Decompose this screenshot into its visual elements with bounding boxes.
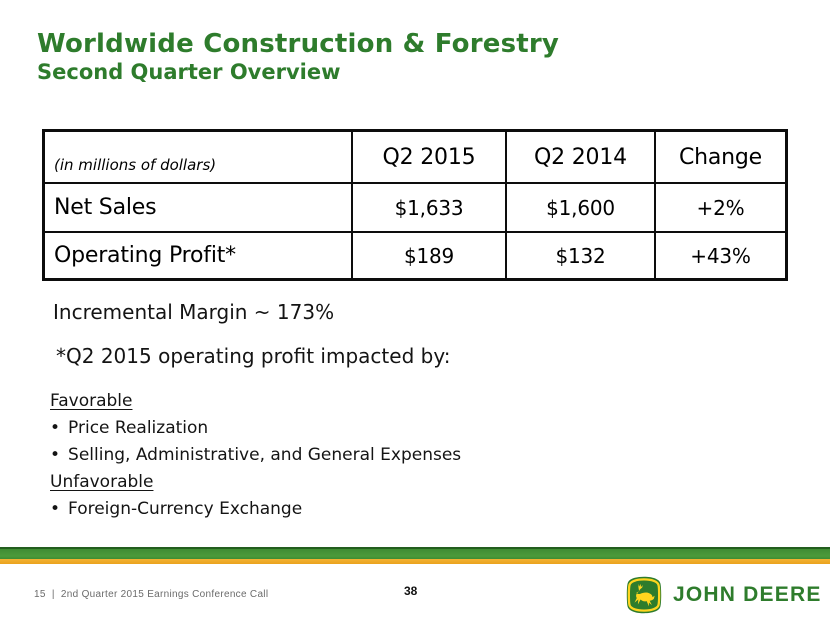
financial-results-table: (in millions of dollars) Q2 2015 Q2 2014…	[42, 129, 788, 281]
impact-factors-list: Favorable • Price Realization • Selling, A…	[50, 388, 461, 523]
bullet-icon: •	[50, 445, 61, 465]
john-deere-logo: JOHN DEERE	[625, 576, 822, 614]
deere-shield-icon	[626, 576, 662, 614]
list-item-foreign-currency: • Foreign-Currency Exchange	[50, 496, 461, 523]
unfavorable-heading: Unfavorable	[50, 472, 154, 492]
table-cell-net-sales-q2-2015: $1,633	[351, 182, 505, 231]
table-cell-net-sales-q2-2014: $1,600	[505, 182, 654, 231]
table-row-label-net-sales: Net Sales	[45, 182, 351, 231]
john-deere-wordmark: JOHN DEERE	[673, 583, 822, 606]
leaping-deer-icon	[634, 583, 655, 607]
page-number: 38	[404, 584, 418, 598]
table-row-label-operating-profit: Operating Profit*	[45, 231, 351, 278]
list-item-price-realization: • Price Realization	[50, 415, 461, 442]
list-item-label: Selling, Administrative, and General Exp…	[68, 445, 462, 465]
favorable-heading: Favorable	[50, 391, 133, 411]
table-cell-net-sales-change: +2%	[654, 182, 785, 231]
list-item-label: Foreign-Currency Exchange	[68, 499, 303, 519]
list-item-label: Price Realization	[68, 418, 209, 438]
table-cell-operating-profit-change: +43%	[654, 231, 785, 278]
page-subtitle: Second Quarter Overview	[37, 60, 341, 84]
incremental-margin-note: Incremental Margin ~ 173%	[53, 300, 335, 324]
page-title: Worldwide Construction & Forestry	[37, 29, 560, 59]
table-cell-operating-profit-q2-2015: $189	[351, 231, 505, 278]
table-column-header-q2-2014: Q2 2014	[505, 132, 654, 182]
footer-divider-stripe	[0, 547, 830, 564]
table-column-header-q2-2015: Q2 2015	[351, 132, 505, 182]
table-unit-label: (in millions of dollars)	[54, 156, 217, 174]
operating-profit-impact-note: *Q2 2015 operating profit impacted by:	[56, 344, 451, 368]
bullet-icon: •	[50, 499, 61, 519]
bullet-icon: •	[50, 418, 61, 438]
table-cell-operating-profit-q2-2014: $132	[505, 231, 654, 278]
footer-slide-caption: 15 | 2nd Quarter 2015 Earnings Conferenc…	[34, 589, 269, 600]
list-item-sag-expenses: • Selling, Administrative, and General Ex…	[50, 442, 461, 469]
table-column-header-change: Change	[654, 132, 785, 182]
